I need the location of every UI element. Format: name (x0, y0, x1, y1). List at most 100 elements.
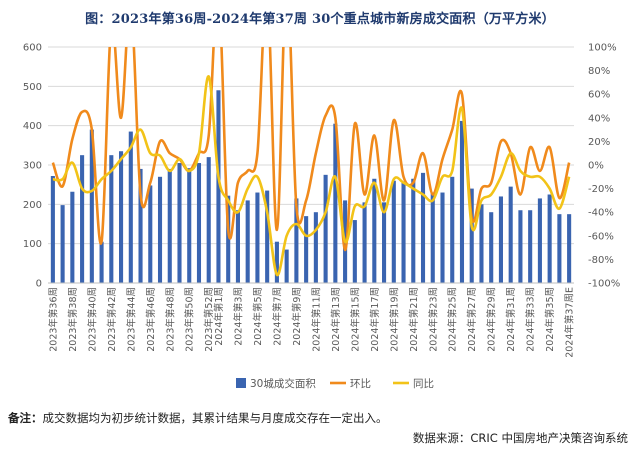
bar-2024年第4周 (245, 200, 250, 283)
chart-title: 图：2023年第36周-2024年第37周 30个重点城市新房成交面积（万平方米… (85, 12, 555, 27)
right-axis-tick-label: -60% (588, 231, 614, 242)
footnote-text: 成交数据均为初步统计数据，其累计结果与月度成交存在一定出入。 (42, 411, 388, 425)
right-axis-tick-label: 0% (588, 161, 604, 172)
bar-2024年第13周 (333, 123, 338, 283)
bar-2023年第36周 (50, 176, 55, 283)
bar-2024年第19周 (391, 180, 396, 283)
bar-2023年第52周 (206, 157, 211, 283)
x-tick-label: 2024年第5周 (252, 287, 264, 346)
left-axis-tick-label: 300 (23, 161, 42, 172)
bar-2024年第26周 (459, 120, 465, 284)
bar-2023年第50周 (187, 168, 192, 283)
bar-2024年第32周 (518, 210, 523, 283)
bar-2024年第33周 (528, 210, 533, 283)
bar-2024年第23周 (430, 192, 435, 283)
bar-2024年第16周 (362, 202, 367, 283)
bar-2024年第20周 (401, 182, 406, 283)
bar-2024年第15周 (352, 220, 357, 283)
x-tick-label: 2023年第36周 (47, 287, 59, 352)
x-tick-label: 2024年第3周 (232, 287, 244, 346)
bar-2024年第6周 (265, 190, 270, 283)
left-axis-tick-label: 600 (23, 43, 42, 54)
x-tick-label: 2024年第27周 (466, 287, 478, 352)
bar-2023年第41周 (99, 241, 104, 283)
bar-2024年第28周 (479, 204, 484, 283)
legend-label-yoy: 同比 (413, 377, 434, 390)
bar-2024年第24周 (440, 192, 445, 283)
left-axis-tick-label: 0 (36, 279, 42, 290)
bar-2023年第48周 (167, 168, 172, 283)
bar-2024年第10周 (304, 216, 309, 283)
x-tick-label: 2024年第13周 (330, 287, 342, 352)
bar-2024年第8周 (284, 249, 289, 283)
x-tick-label: 2023年第44周 (125, 287, 137, 352)
x-tick-label: 2023年第42周 (106, 287, 118, 352)
right-axis-tick-label: -20% (588, 184, 614, 195)
x-tick-label: 2024年第31周 (505, 287, 517, 352)
bar-2024年第12周 (323, 174, 328, 283)
x-tick-label: 2024年第29周 (486, 287, 498, 352)
bar-2024年第22周 (420, 172, 426, 283)
legend-label-mom: 环比 (350, 377, 371, 390)
x-tick-label: 2024年第7周 (271, 287, 283, 346)
x-tick-label: 2024年第23周 (427, 287, 439, 352)
bar-2024年第1周 (216, 90, 221, 284)
x-tick-label: 2024年第9周 (291, 287, 303, 346)
x-tick-label: 2023年第40周 (86, 287, 98, 352)
x-tick-label: 2023年第50周 (184, 287, 196, 352)
x-tick-label: 2023年第46周 (145, 287, 157, 352)
bar-2024年第5周 (255, 192, 260, 283)
right-axis-tick-label: 60% (588, 90, 610, 101)
bar-2023年第51周 (196, 163, 202, 283)
footnote-label: 备注： (8, 411, 43, 425)
bar-2024年第17周 (372, 178, 377, 283)
bar-2024年第18周 (382, 202, 387, 283)
bar-2023年第37周 (60, 205, 65, 283)
bar-2024年第11周 (313, 212, 318, 283)
bar-2023年第39周 (80, 155, 85, 283)
legend-label-bar: 30城成交面积 (250, 377, 316, 390)
right-axis-tick-label: 100% (588, 43, 617, 54)
series-line-yoy (52, 75, 571, 277)
left-axis-tick-label: 200 (23, 200, 42, 211)
right-axis-tick-label: 20% (588, 137, 610, 148)
right-axis-tick-label: -80% (588, 255, 614, 266)
bar-2024年第25周 (450, 176, 455, 283)
bar-2023年第44周 (128, 131, 133, 283)
x-tick-label: 2023年第38周 (67, 287, 79, 352)
x-tick-label: 2024年第25周 (447, 287, 459, 352)
x-tick-label: 2024年第11周 (310, 287, 322, 352)
bar-2024年第2周 (226, 195, 231, 283)
bar-2024年第21周 (411, 178, 416, 283)
bar-2023年第47周 (157, 176, 163, 283)
bar-2024年第34周 (537, 198, 542, 283)
bar-2023年第46周 (148, 185, 153, 283)
right-axis-tick-label: 80% (588, 66, 610, 77)
x-tick-label: 2024年第19周 (388, 287, 400, 352)
data-source: 数据来源：CRIC 中国房地产决策咨询系统 (412, 431, 628, 445)
bar-2023年第38周 (70, 191, 75, 283)
bar-2024年第36周 (557, 214, 562, 283)
footnote: 备注：成交数据均为初步统计数据，其累计结果与月度成交存在一定出入。 (8, 410, 388, 426)
bar-2024年第7周 (274, 241, 279, 283)
left-axis-tick-label: 500 (23, 82, 42, 93)
bar-2023年第43周 (119, 151, 124, 283)
bar-2024年第27周 (469, 188, 474, 283)
bar-2024年第29周 (489, 212, 494, 283)
bar-2024年第35周 (547, 194, 552, 283)
bar-2023年第42周 (109, 155, 114, 283)
x-tick-label: 2023年第52周 (203, 287, 215, 352)
x-tick-label: 2024年第21周 (408, 287, 420, 352)
bar-2024年第30周 (498, 196, 503, 283)
x-tick-label: 2023年第48周 (164, 287, 176, 352)
left-axis-tick-label: 100 (23, 239, 42, 250)
bar-2024年第9周 (294, 198, 299, 283)
legend-swatch-bar (236, 378, 246, 388)
right-axis-tick-label: -100% (588, 279, 620, 290)
right-axis-tick-label: -40% (588, 208, 614, 219)
bar-2024年第31周 (508, 186, 513, 283)
x-tick-label: 2024年第1周 (213, 287, 225, 346)
bar-2023年第40周 (89, 129, 94, 283)
